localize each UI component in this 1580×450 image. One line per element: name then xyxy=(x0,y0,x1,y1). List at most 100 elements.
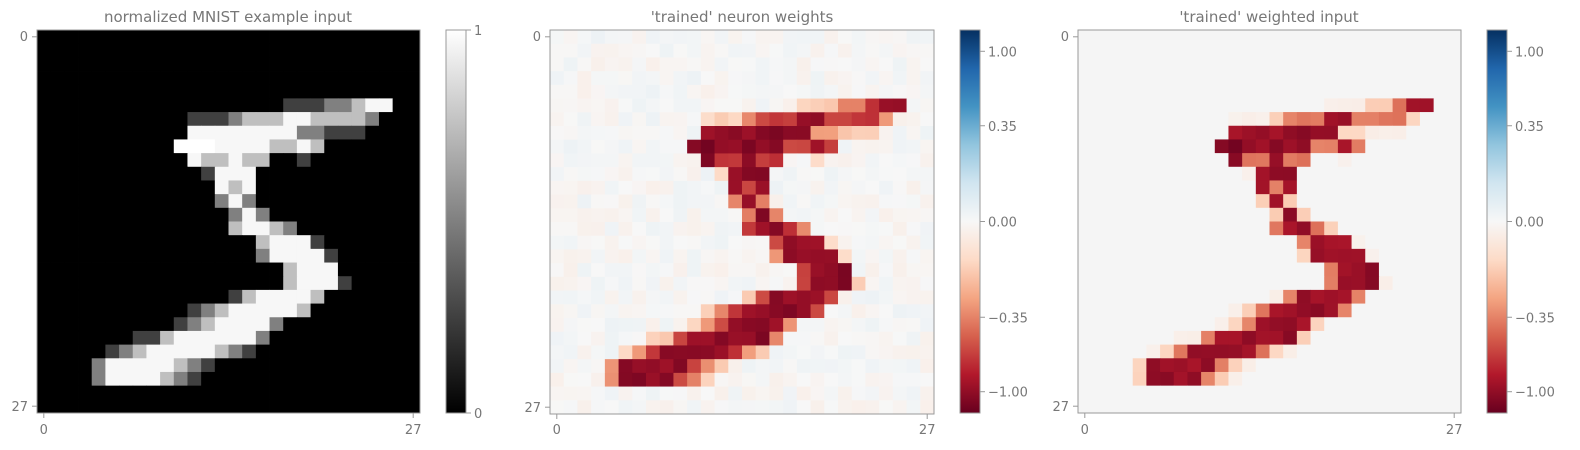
heatmap-cell xyxy=(378,330,394,346)
heatmap-cell xyxy=(1310,194,1325,209)
heatmap-cell xyxy=(1228,153,1243,168)
heatmap-cell xyxy=(1105,385,1120,400)
heatmap-cell xyxy=(78,84,93,99)
heatmap-cell xyxy=(1187,385,1202,400)
heatmap-cell xyxy=(378,221,394,236)
heatmap-cell xyxy=(728,249,743,264)
heatmap-cell xyxy=(310,180,325,195)
heatmap-cell xyxy=(1378,221,1394,236)
heatmap-cell xyxy=(78,30,93,45)
heatmap-cell xyxy=(632,318,647,333)
heatmap-cell xyxy=(783,372,798,387)
heatmap-cell xyxy=(146,358,161,373)
heatmap-cell xyxy=(1255,248,1270,263)
heatmap-cell xyxy=(310,399,325,414)
heatmap-cell xyxy=(160,57,175,72)
heatmap-cell xyxy=(1447,125,1462,140)
heatmap-cell xyxy=(1255,30,1270,45)
heatmap-cell xyxy=(1310,289,1325,304)
heatmap-cell xyxy=(1119,166,1134,181)
heatmap-cell xyxy=(906,84,921,99)
heatmap-cell xyxy=(1283,43,1298,58)
heatmap-cell xyxy=(728,43,743,58)
heatmap-cell xyxy=(838,386,853,401)
heatmap-cell xyxy=(700,304,715,319)
heatmap-cell xyxy=(577,112,592,127)
heatmap-cell xyxy=(1433,139,1448,154)
heatmap-cell xyxy=(700,235,715,250)
heatmap-cell xyxy=(160,330,175,346)
heatmap-cell xyxy=(1201,43,1216,58)
heatmap-cell xyxy=(310,221,325,236)
heatmap-cell xyxy=(1228,207,1243,222)
heatmap-cell xyxy=(646,331,661,346)
heatmap-cell xyxy=(1201,112,1216,127)
heatmap-cell xyxy=(1105,358,1120,373)
heatmap-cell xyxy=(283,358,298,373)
heatmap-cell xyxy=(1310,112,1325,127)
heatmap-cell xyxy=(838,98,853,113)
heatmap-cell xyxy=(392,30,407,45)
heatmap-cell xyxy=(810,222,825,237)
heatmap-cell xyxy=(1324,153,1339,168)
heatmap-cell xyxy=(1091,221,1106,236)
heatmap-cell xyxy=(1091,358,1106,373)
heatmap-cell xyxy=(119,153,134,168)
heatmap-cell xyxy=(1378,30,1394,45)
heatmap-cell xyxy=(1146,303,1161,318)
heatmap-cell xyxy=(1337,399,1352,414)
heatmap-cell xyxy=(283,248,298,263)
heatmap-cell xyxy=(1214,43,1229,58)
heatmap-cell xyxy=(64,262,79,277)
heatmap-cell xyxy=(91,180,106,195)
heatmap-cell xyxy=(242,112,257,127)
heatmap-cell xyxy=(1119,276,1134,291)
heatmap-cell xyxy=(618,345,633,360)
heatmap-cell xyxy=(810,276,825,291)
heatmap-cell xyxy=(851,139,866,154)
heatmap-cell xyxy=(591,318,606,333)
heatmap-cell xyxy=(1378,153,1394,168)
heatmap-cell xyxy=(1351,317,1366,332)
heatmap-cell xyxy=(646,263,661,278)
heatmap-cell xyxy=(105,30,120,45)
heatmap-cell xyxy=(160,98,175,113)
heatmap-cell xyxy=(906,98,921,113)
heatmap-cell xyxy=(1146,98,1161,113)
heatmap-cell xyxy=(187,166,202,181)
heatmap-cell xyxy=(132,399,147,414)
heatmap-cell xyxy=(146,194,161,209)
heatmap-cell xyxy=(37,221,52,236)
heatmap-cell xyxy=(1406,43,1421,58)
heatmap-cell xyxy=(406,399,421,414)
heatmap-cell xyxy=(1269,98,1284,113)
heatmap-cell xyxy=(1132,330,1147,346)
heatmap-cell xyxy=(810,139,825,154)
heatmap-cell xyxy=(1296,344,1311,359)
heatmap-cell xyxy=(228,289,243,304)
heatmap-cell xyxy=(255,235,270,250)
heatmap-cell xyxy=(1091,71,1106,86)
heatmap-cell xyxy=(173,399,188,414)
heatmap-cell xyxy=(269,358,284,373)
heatmap-cell xyxy=(879,194,894,209)
heatmap-cell xyxy=(392,235,407,250)
heatmap-cell xyxy=(201,371,216,387)
heatmap-cell xyxy=(673,235,688,250)
heatmap-cell xyxy=(700,318,715,333)
heatmap-cell xyxy=(1269,84,1284,99)
heatmap-cell xyxy=(742,276,757,291)
heatmap-cell xyxy=(242,98,257,113)
heatmap-cell xyxy=(687,43,702,58)
heatmap-cell xyxy=(91,358,106,373)
heatmap-cell xyxy=(673,208,688,223)
heatmap-cell xyxy=(324,57,339,72)
heatmap-cell xyxy=(687,139,702,154)
heatmap-cell xyxy=(646,386,661,401)
heatmap-cell xyxy=(1160,153,1175,168)
heatmap-cell xyxy=(659,57,674,72)
heatmap-cell xyxy=(269,344,284,359)
heatmap-cell xyxy=(1242,262,1257,277)
heatmap-cell xyxy=(1187,30,1202,45)
heatmap-cell xyxy=(659,331,674,346)
